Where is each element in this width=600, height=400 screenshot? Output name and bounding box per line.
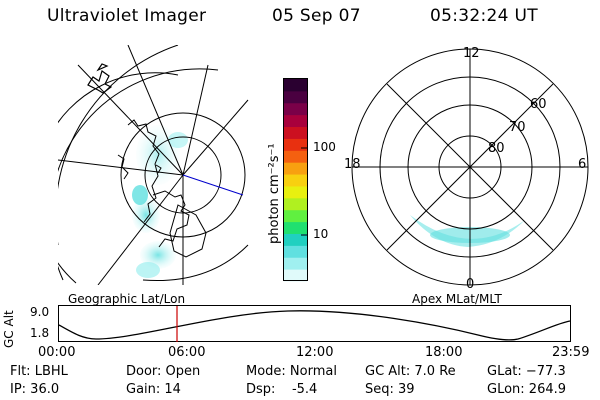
instrument-title: Ultraviolet Imager bbox=[47, 6, 207, 26]
glon-info: GLon: 264.9 bbox=[487, 382, 567, 397]
colorbar-band bbox=[284, 245, 307, 258]
colorbar-band bbox=[284, 221, 307, 234]
colorbar-band bbox=[284, 162, 307, 175]
time-label: 05:32:24 UT bbox=[430, 6, 538, 26]
glat-info: GLat: −77.3 bbox=[487, 364, 566, 379]
colorbar-band bbox=[284, 102, 307, 116]
colorbar-band bbox=[284, 126, 307, 139]
gain-info: Gain: 14 bbox=[126, 382, 181, 397]
apex-map-label: Apex MLat/MLT bbox=[412, 292, 502, 306]
date-label: 05 Sep 07 bbox=[272, 6, 361, 26]
geographic-map-label: Geographic Lat/Lon bbox=[68, 292, 186, 306]
colorbar-band bbox=[284, 197, 307, 211]
mlt-18-label: 18 bbox=[344, 157, 361, 172]
colorbar-unit-label: photon cm⁻²s⁻¹ bbox=[267, 143, 282, 244]
mlt-12-label: 12 bbox=[463, 46, 480, 61]
alt-xtick-0000: 00:00 bbox=[38, 345, 76, 360]
colorbar-band bbox=[284, 269, 307, 282]
mlat-70-label: 70 bbox=[509, 120, 526, 135]
apex-polar-map bbox=[351, 48, 589, 286]
colorbar-tick-10: 10 bbox=[313, 227, 329, 241]
filter-info: Flt: LBHL bbox=[10, 364, 68, 379]
colorbar-tick-100: 100 bbox=[313, 140, 336, 154]
mlt-0-label: 0 bbox=[466, 277, 475, 292]
ip-info: IP: 36.0 bbox=[10, 382, 60, 397]
color-scale-bar bbox=[283, 78, 308, 282]
colorbar-band bbox=[284, 209, 307, 223]
alt-xtick-1800: 18:00 bbox=[425, 345, 463, 360]
colorbar-band bbox=[284, 150, 307, 163]
colorbar-band bbox=[284, 174, 307, 187]
aurora-emission bbox=[132, 125, 188, 278]
colorbar-band bbox=[284, 79, 307, 92]
alt-ytick-9: 9.0 bbox=[30, 305, 50, 319]
mlat-60-label: 60 bbox=[530, 97, 547, 112]
mlat-80-label: 80 bbox=[488, 141, 505, 156]
door-info: Door: Open bbox=[126, 364, 201, 379]
mlt-6-label: 6 bbox=[578, 157, 587, 172]
colorbar-band bbox=[284, 185, 307, 199]
geographic-map bbox=[58, 45, 249, 285]
alt-xtick-1200: 12:00 bbox=[296, 345, 334, 360]
gc-alt-info: GC Alt: 7.0 Re bbox=[365, 364, 456, 379]
mode-info: Mode: Normal bbox=[246, 364, 337, 379]
alt-xtick-0600: 06:00 bbox=[168, 345, 206, 360]
colorbar-band bbox=[284, 233, 307, 246]
aurora-oval bbox=[410, 215, 525, 247]
colorbar-band bbox=[284, 114, 307, 128]
colorbar-band bbox=[284, 90, 307, 104]
altitude-curve bbox=[58, 310, 571, 341]
alt-ytick-1-8: 1.8 bbox=[30, 326, 50, 340]
colorbar-band bbox=[284, 257, 307, 270]
dsp-info: Dsp: -5.4 bbox=[246, 382, 318, 397]
seq-info: Seq: 39 bbox=[365, 382, 415, 397]
colorbar-band bbox=[284, 138, 307, 151]
alt-xtick-2359: 23:59 bbox=[552, 345, 590, 360]
alt-plot-ylabel: GC Alt bbox=[2, 310, 16, 348]
altitude-plot bbox=[58, 305, 571, 342]
